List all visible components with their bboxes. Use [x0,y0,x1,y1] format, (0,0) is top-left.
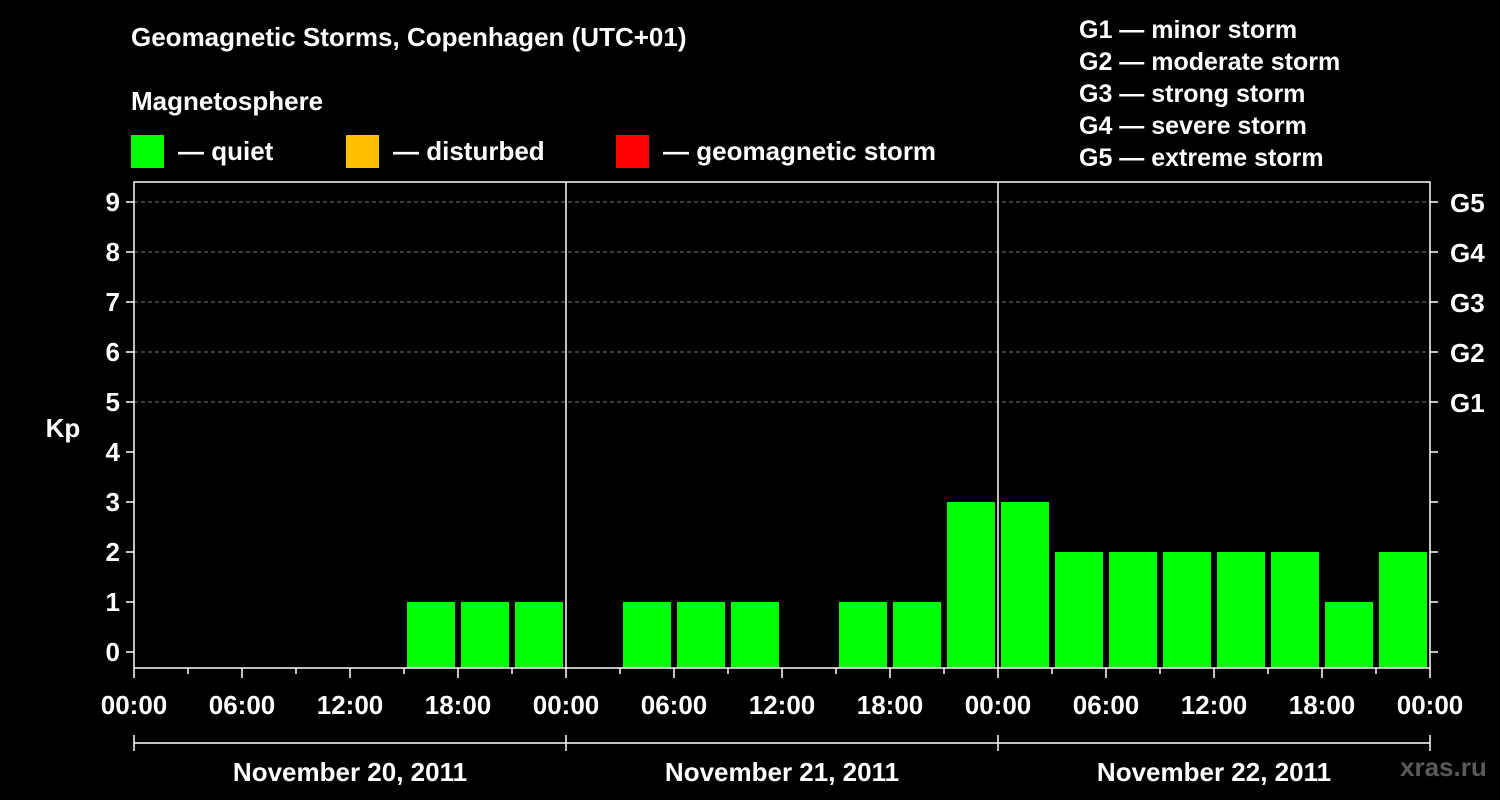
kp-bar [1379,552,1427,668]
day-label: November 22, 2011 [1097,757,1331,787]
right-axis-label: G1 [1450,388,1485,418]
legend-quiet: — quiet [131,134,273,168]
legend-label-storm: — geomagnetic storm [663,135,937,166]
grid-lines [134,201,1430,403]
storm-scale-g3: G3 — strong storm [1079,80,1306,108]
kp-bar [1109,552,1157,668]
y-axis-label: Kp [46,413,81,443]
legend-disturbed: — disturbed [346,134,545,168]
x-tick-label: 00:00 [1397,690,1464,720]
kp-bar [623,602,671,668]
y-tick-label: 8 [106,237,120,267]
x-tick-label: 12:00 [1181,690,1248,720]
axes: 0 1 2 3 4 5 6 7 8 9 G1 G2 G3 G4 G5 Kp 00:00 06:00 12:00 18:… [46,187,1486,787]
storm-scale-g1: G1 — minor storm [1079,16,1298,44]
kp-bar [407,602,455,668]
kp-bar [1055,552,1103,668]
storm-scale-g5: G5 — extreme storm [1079,144,1324,172]
legend-label-disturbed: — disturbed [393,135,545,166]
kp-bar [1271,552,1319,668]
x-tick-label: 18:00 [1289,690,1356,720]
day-label: November 20, 2011 [233,757,467,787]
legend-storm: — geomagnetic storm [616,134,936,168]
x-tick-label: 18:00 [425,690,492,720]
legend-swatch-storm [616,134,649,168]
chart-subtitle: Magnetosphere [131,86,324,116]
right-axis-label: G2 [1450,338,1485,368]
x-tick-label: 18:00 [857,690,924,720]
kp-bar [1217,552,1265,668]
x-tick-label: 12:00 [317,690,384,720]
kp-bar [677,602,725,668]
right-axis-label: G4 [1450,238,1485,268]
y-tick-label: 2 [106,537,120,567]
kp-bar [461,602,509,668]
storm-scale-g4: G4 — severe storm [1079,112,1307,140]
y-tick-label: 1 [106,587,120,617]
kp-bar [731,602,779,668]
kp-bar [893,602,941,668]
right-axis-label: G5 [1450,188,1485,218]
kp-bars [407,502,1427,668]
kp-bar [947,502,995,668]
kp-bar [1001,502,1049,668]
y-tick-label: 6 [106,337,120,367]
y-tick-label: 3 [106,487,120,517]
kp-bar [1325,602,1373,668]
x-tick-label: 06:00 [641,690,708,720]
legend-label-quiet: — quiet [178,135,274,166]
watermark: xras.ru [1400,752,1487,782]
storm-scale-legend: G1 — minor storm G2 — moderate storm G3 … [1079,14,1340,174]
kp-bar [515,602,563,668]
kp-bar [839,602,887,668]
y-tick-label: 5 [106,387,120,417]
right-axis-label: G3 [1450,288,1485,318]
storm-scale-g2: G2 — moderate storm [1079,48,1341,76]
legend-swatch-disturbed [346,134,379,168]
y-tick-label: 4 [106,437,121,467]
day-label: November 21, 2011 [665,757,899,787]
x-tick-label: 06:00 [209,690,276,720]
kp-bar [1163,552,1211,668]
x-tick-label: 06:00 [1073,690,1140,720]
x-tick-label: 12:00 [749,690,816,720]
y-tick-label: 9 [106,187,120,217]
y-tick-label: 7 [106,287,120,317]
x-tick-label: 00:00 [533,690,600,720]
y-tick-label: 0 [106,637,120,667]
chart-title: Geomagnetic Storms, Copenhagen (UTC+01) [131,22,687,52]
x-tick-label: 00:00 [965,690,1032,720]
legend-swatch-quiet [131,134,164,168]
x-tick-label: 00:00 [101,690,168,720]
